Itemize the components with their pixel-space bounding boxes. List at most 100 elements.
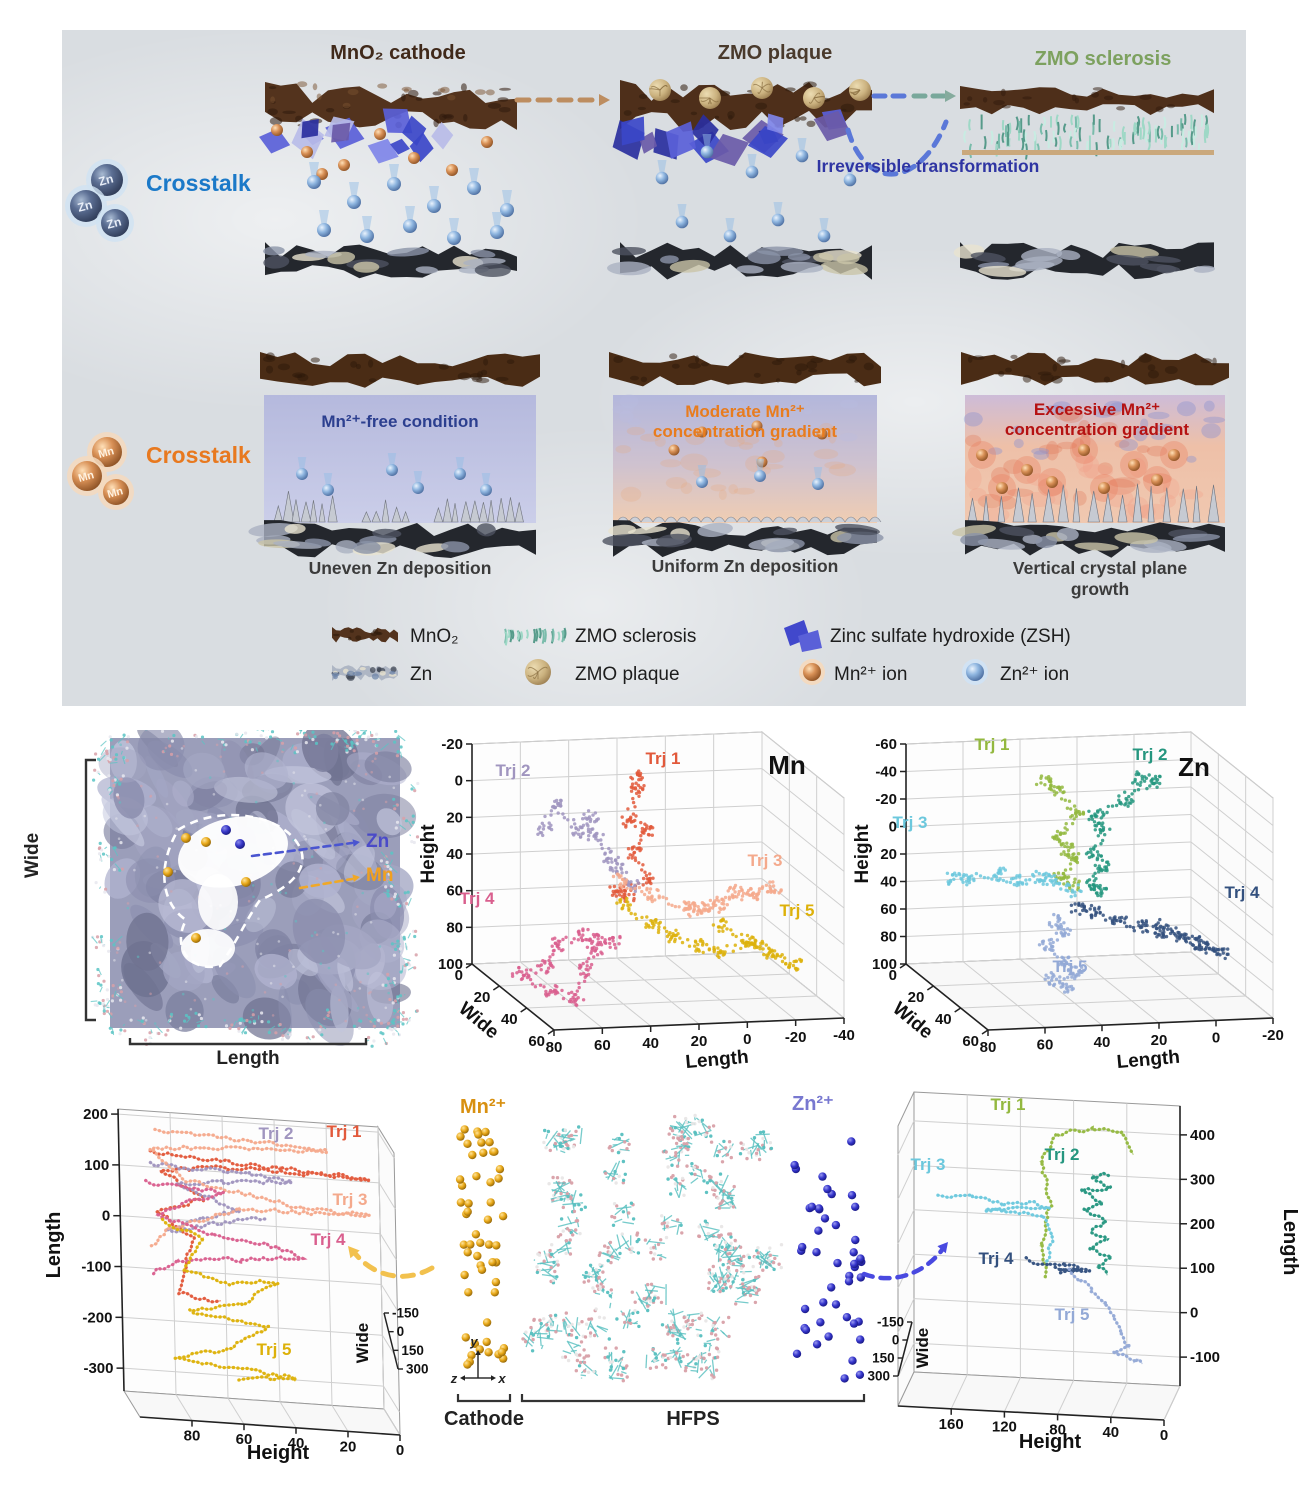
hfps-atom bbox=[745, 1156, 749, 1161]
border-molecule bbox=[101, 852, 106, 856]
tick-label: 40 bbox=[446, 846, 463, 863]
surface-speck bbox=[358, 987, 362, 990]
hfps-atom bbox=[618, 1251, 622, 1256]
trajectory-dot bbox=[634, 916, 639, 921]
hfps-atom bbox=[699, 1311, 703, 1315]
surface-blob bbox=[113, 777, 145, 819]
trajectory-dot bbox=[637, 885, 642, 890]
border-molecule bbox=[388, 1027, 392, 1031]
trajectory-dot bbox=[1092, 887, 1097, 892]
uneven-dendrite bbox=[460, 501, 472, 523]
trajectory-dot bbox=[636, 881, 641, 885]
trajectory-dot bbox=[1087, 878, 1092, 882]
trajectory-dot bbox=[1062, 882, 1066, 886]
trajectory-dot bbox=[1034, 869, 1038, 874]
texture-speck bbox=[1059, 407, 1084, 423]
border-molecule bbox=[403, 966, 407, 970]
zn-ion-trail bbox=[755, 459, 765, 476]
zmo-sclerosis-icon bbox=[1045, 129, 1048, 142]
legend-label-mno2: MnO₂ bbox=[410, 626, 459, 647]
texture-speck bbox=[460, 83, 467, 92]
surface-blob bbox=[315, 792, 350, 826]
zn-ion-icon bbox=[842, 1313, 852, 1322]
surface-blob bbox=[172, 780, 194, 807]
hfps-bond bbox=[619, 1364, 626, 1370]
trajectory-dot bbox=[633, 858, 638, 863]
hfps-bond bbox=[637, 1298, 652, 1307]
hfps-atom bbox=[564, 1251, 568, 1256]
trajectory-dot bbox=[690, 902, 695, 906]
trajectory-dot bbox=[533, 985, 538, 989]
trajectory-dot bbox=[769, 890, 773, 894]
border-molecule bbox=[102, 944, 106, 948]
hfps-atom bbox=[719, 1224, 724, 1229]
trajectory-dot bbox=[572, 818, 576, 822]
hfps-atom bbox=[652, 1245, 656, 1250]
texture-speck bbox=[1212, 357, 1217, 366]
trajectory-dot bbox=[650, 921, 655, 926]
trajectory-dot bbox=[682, 908, 686, 912]
texture-speck bbox=[1053, 401, 1071, 411]
hfps-atom bbox=[594, 1307, 598, 1311]
hfps-atom bbox=[703, 1219, 708, 1223]
hfps-atom bbox=[732, 1184, 736, 1189]
hfps-atom bbox=[610, 1255, 614, 1259]
hfps-bond bbox=[751, 1137, 756, 1150]
texture-speck bbox=[848, 355, 858, 362]
border-molecule bbox=[259, 734, 263, 738]
trajectory-dot bbox=[632, 896, 636, 901]
tick-label: 0 bbox=[889, 819, 897, 836]
series-label-5: Trj 5 bbox=[1053, 957, 1088, 976]
trajectory-dot bbox=[1064, 888, 1068, 892]
uneven-dendrite bbox=[487, 499, 495, 523]
border-bond bbox=[105, 1000, 111, 1007]
grid-line bbox=[1190, 841, 1274, 909]
trajectory-dot bbox=[1131, 799, 1135, 803]
trajectory-dot bbox=[799, 959, 803, 964]
trajectory-dot bbox=[687, 944, 692, 948]
plaque-texture bbox=[709, 97, 712, 105]
texture-speck bbox=[1033, 450, 1049, 460]
trajectory-dot bbox=[1226, 952, 1230, 956]
surface-speck bbox=[117, 796, 120, 800]
zn-ion-trail bbox=[773, 202, 783, 220]
trajectory-dot bbox=[1061, 871, 1065, 876]
texture-speck bbox=[368, 378, 377, 383]
hfps-bond bbox=[616, 1206, 632, 1210]
anode-streak bbox=[756, 246, 804, 256]
anode-streak bbox=[697, 522, 733, 538]
zn-ion-icon bbox=[745, 165, 759, 179]
tick-label: -300 bbox=[83, 1360, 113, 1377]
zn-ion-trail bbox=[429, 186, 439, 206]
trajectory-dot bbox=[762, 952, 766, 957]
hfps-bond bbox=[709, 1275, 715, 1283]
trajectory-dot bbox=[644, 873, 649, 878]
hfps-atom bbox=[607, 1146, 611, 1150]
trajectory-dot bbox=[576, 996, 580, 1000]
trajectory-dot bbox=[1139, 780, 1143, 784]
hfps-atom bbox=[670, 1163, 674, 1167]
surface-speck bbox=[292, 782, 295, 785]
trajectory-dot bbox=[1038, 878, 1042, 882]
trajectory-dot bbox=[1078, 812, 1082, 816]
border-bond bbox=[114, 863, 120, 870]
hfps-bond bbox=[656, 1253, 663, 1257]
trajectory-dot bbox=[1103, 833, 1107, 837]
surface-blob bbox=[126, 912, 169, 971]
surface-speck bbox=[140, 784, 143, 788]
zn-anode-bar bbox=[265, 242, 517, 279]
hfps-bond bbox=[581, 1273, 593, 1278]
trajectory-dot bbox=[1076, 809, 1080, 814]
border-molecule bbox=[391, 1001, 395, 1005]
trajectory-dot bbox=[574, 826, 578, 831]
texture-speck bbox=[368, 359, 374, 368]
border-molecule bbox=[113, 846, 117, 850]
anode-streak bbox=[415, 543, 449, 553]
vertical-plate-dendrite bbox=[1057, 484, 1069, 523]
trajectory-dot bbox=[556, 811, 560, 815]
mn-ion-icon bbox=[1151, 474, 1163, 486]
surface-speck bbox=[361, 891, 365, 895]
border-molecule bbox=[406, 890, 410, 894]
hfps-atom bbox=[555, 1259, 560, 1263]
surface-speck bbox=[148, 951, 152, 955]
